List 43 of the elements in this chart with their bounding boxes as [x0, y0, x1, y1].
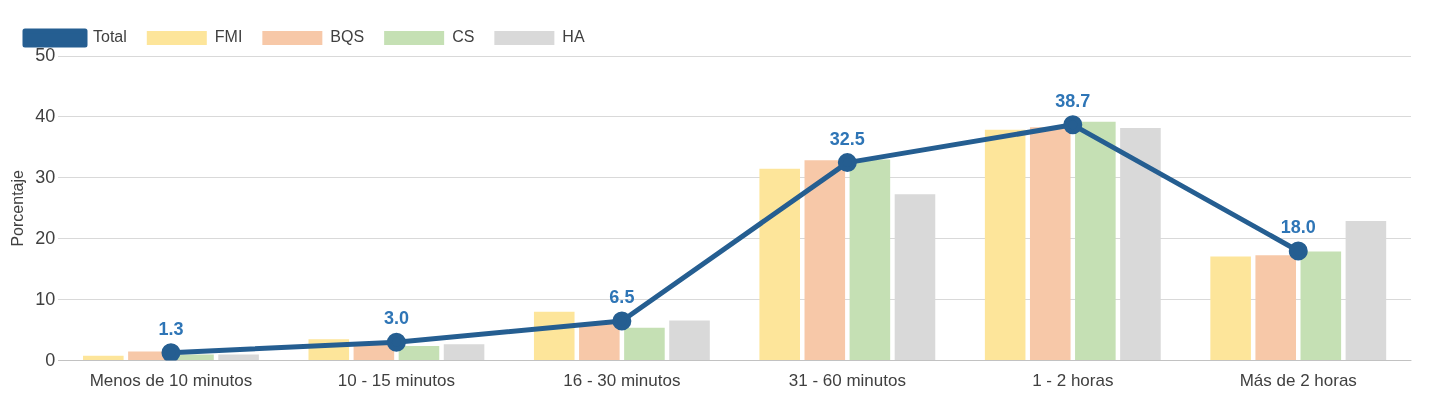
point [1288, 241, 1308, 261]
point [161, 343, 181, 361]
x-tick-label: Menos de 10 minutos [89, 371, 253, 391]
point [386, 332, 406, 352]
point [1063, 115, 1083, 135]
data-label: 18.0 [1280, 216, 1316, 237]
bar [1255, 255, 1297, 361]
legend-label: FMI [214, 28, 243, 46]
bar [1075, 121, 1116, 361]
data-label: 38.7 [1055, 90, 1091, 111]
data-label: 32.5 [829, 128, 865, 149]
x-tick-label: 16 - 30 minutos [563, 371, 681, 391]
legend-label: CS [452, 28, 475, 46]
y-tick-label: 50 [35, 44, 56, 65]
point [612, 311, 632, 331]
x-tick-label: Más de 2 horas [1239, 371, 1357, 391]
data-label: 1.3 [158, 318, 184, 339]
bar [804, 160, 846, 361]
point [837, 153, 857, 173]
legend-label: HA [562, 28, 585, 46]
bar [398, 345, 440, 361]
data-label: 3.0 [383, 308, 409, 329]
y-axis-title: Porcentaje [9, 169, 27, 247]
bar [1210, 256, 1251, 361]
bar [624, 327, 665, 361]
bar [579, 324, 620, 361]
bar [1029, 127, 1071, 361]
bar [1300, 251, 1342, 361]
data-label: 6.5 [609, 286, 635, 307]
y-tick-label: 30 [35, 166, 56, 187]
bar [83, 355, 124, 361]
x-tick-label: 10 - 15 minutos [337, 371, 456, 391]
bar [759, 168, 800, 361]
x-tick-label: 1 - 2 horas [1032, 371, 1114, 391]
legend-label: Total [93, 28, 127, 46]
y-tick-label: 10 [35, 288, 56, 309]
bar [849, 159, 891, 361]
y-tick-label: 20 [35, 227, 56, 248]
legend-label: BQS [330, 28, 365, 46]
y-tick-label: 0 [45, 349, 56, 370]
y-tick-label: 40 [35, 105, 56, 126]
x-tick-label: 31 - 60 minutos [788, 371, 906, 391]
bar [984, 129, 1026, 361]
